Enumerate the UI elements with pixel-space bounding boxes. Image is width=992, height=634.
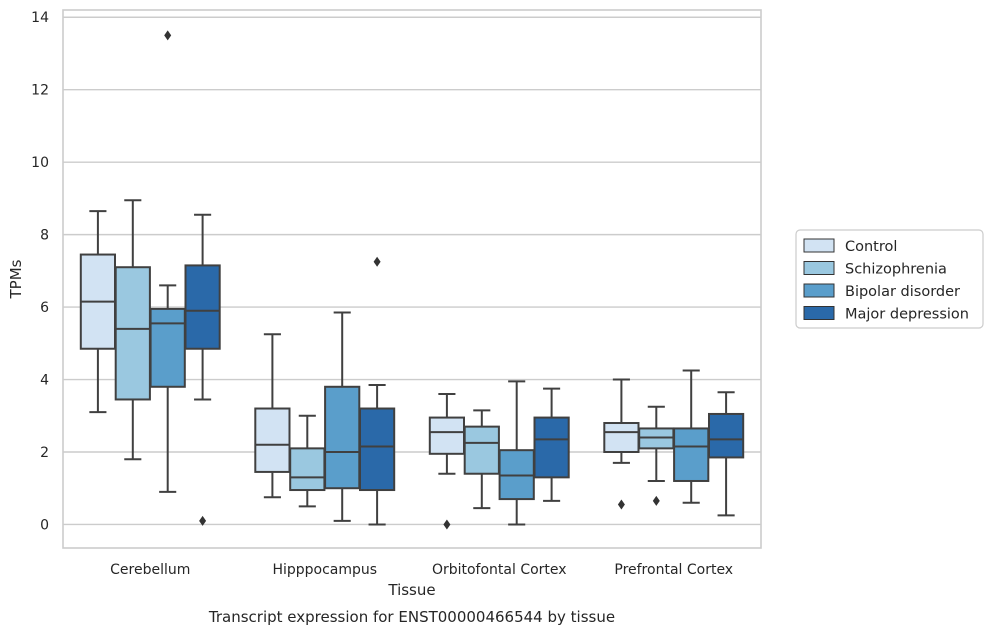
- box-group: [358, 256, 396, 526]
- legend-swatch: [803, 261, 835, 275]
- y-tick-label: 4: [40, 373, 49, 389]
- outlier-point: [617, 499, 625, 510]
- y-tick-label: 6: [40, 300, 49, 316]
- box-iqr: [358, 407, 396, 492]
- x-tick-label: Cerebellum: [110, 562, 190, 578]
- legend-frame: [795, 229, 984, 329]
- outlier-point: [199, 515, 207, 526]
- box-iqr: [149, 307, 186, 388]
- y-axis-ticks: 0 2 4 6 8 10 12 14: [31, 10, 49, 533]
- outlier-point: [652, 495, 660, 506]
- legend-label: Bipolar disorder: [845, 284, 960, 300]
- x-tick-label: Hipppocampus: [272, 562, 377, 578]
- y-tick-label: 0: [40, 517, 49, 533]
- box-group: [603, 378, 640, 510]
- outlier-point: [164, 30, 172, 41]
- plot-area-frame: [62, 9, 762, 549]
- box-iqr: [533, 416, 570, 479]
- x-axis-title: Tissue: [387, 581, 435, 599]
- box-group: [498, 380, 535, 526]
- box-group: [184, 213, 221, 526]
- legend-swatch: [803, 283, 835, 298]
- box-group: [79, 210, 117, 414]
- x-axis-ticks: Cerebellum Hipppocampus Orbitofontal Corte…: [110, 562, 733, 578]
- box-group: [149, 30, 186, 493]
- y-axis-title: TPMs: [7, 259, 25, 299]
- y-tick-label: 10: [31, 155, 49, 171]
- legend-label: Major depression: [845, 307, 969, 323]
- box-group: [428, 393, 466, 530]
- box-group: [533, 387, 570, 502]
- box-iqr: [324, 385, 361, 490]
- box-iqr: [707, 412, 745, 459]
- legend-swatch: [803, 306, 835, 320]
- box-iqr: [673, 427, 710, 482]
- box-iqr: [428, 416, 466, 455]
- outlier-point: [373, 256, 381, 267]
- box-iqr: [603, 422, 640, 453]
- box-group: [289, 414, 326, 508]
- box-iqr: [463, 425, 500, 475]
- x-tick-label: Prefrontal Cortex: [614, 562, 733, 578]
- chart-caption: Transcript expression for ENST0000046654…: [208, 608, 615, 626]
- legend-swatch: [803, 238, 835, 253]
- y-tick-label: 12: [31, 83, 49, 99]
- outlier-point: [443, 519, 451, 530]
- box-group: [254, 333, 291, 499]
- y-tick-label: 14: [31, 10, 49, 26]
- box-group: [324, 311, 361, 522]
- legend-label: Control: [845, 239, 897, 255]
- box-group: [114, 199, 151, 461]
- box-iqr: [254, 407, 291, 473]
- legend-label: Schizophrenia: [845, 262, 947, 278]
- box-group: [707, 391, 745, 517]
- box-iqr: [114, 266, 151, 401]
- box-iqr: [289, 447, 326, 492]
- box-iqr: [184, 264, 221, 350]
- box-group: [463, 409, 500, 510]
- legend: Control Schizophrenia Bipolar disorder Majo…: [795, 229, 984, 329]
- x-tick-label: Orbitofontal Cortex: [432, 562, 567, 578]
- boxes: [79, 30, 745, 530]
- y-tick-label: 8: [40, 228, 49, 244]
- y-tick-label: 2: [40, 445, 49, 461]
